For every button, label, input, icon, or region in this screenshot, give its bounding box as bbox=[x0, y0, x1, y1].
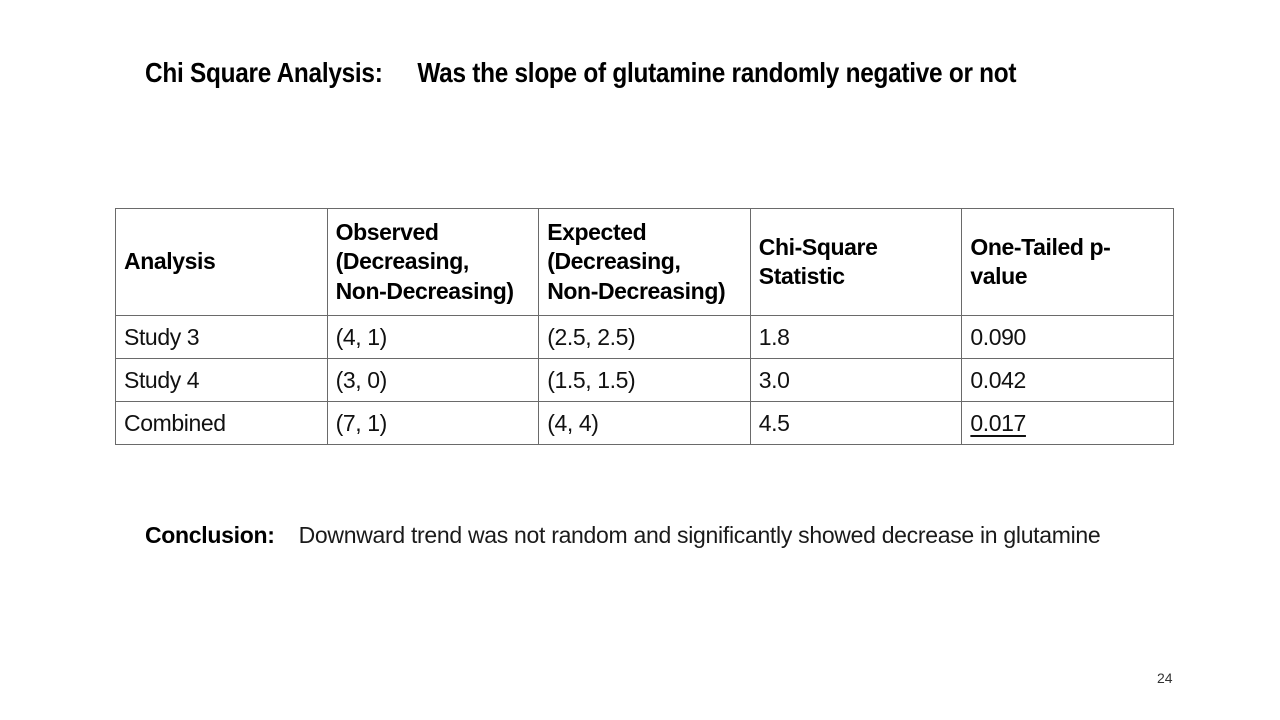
table-row-study-4: Study 4 (3, 0) (1.5, 1.5) 3.0 0.042 bbox=[115, 358, 1174, 402]
column-header-observed: Observed (Decreasing, Non-Decreasing) bbox=[326, 208, 540, 316]
table-row-combined: Combined (7, 1) (4, 4) 4.5 0.017 bbox=[115, 401, 1174, 445]
cell-analysis: Study 4 bbox=[115, 358, 328, 402]
conclusion-prefix: Conclusion: bbox=[145, 522, 275, 548]
cell-p-value: 0.042 bbox=[961, 358, 1174, 402]
column-header-analysis: Analysis bbox=[115, 208, 328, 316]
cell-expected: (1.5, 1.5) bbox=[538, 358, 751, 402]
slide-title-text: Was the slope of glutamine randomly nega… bbox=[417, 57, 1017, 88]
page-number: 24 bbox=[1157, 670, 1173, 686]
cell-p-value-significant: 0.017 bbox=[961, 401, 1174, 445]
cell-expected: (4, 4) bbox=[538, 401, 751, 445]
table-row-study-3: Study 3 (4, 1) (2.5, 2.5) 1.8 0.090 bbox=[115, 315, 1174, 359]
cell-chi-square: 1.8 bbox=[749, 315, 963, 359]
table-header-row: Analysis Observed (Decreasing, Non-Decre… bbox=[115, 208, 1174, 316]
cell-observed: (7, 1) bbox=[326, 401, 540, 445]
cell-analysis: Study 3 bbox=[115, 315, 328, 359]
cell-expected: (2.5, 2.5) bbox=[538, 315, 751, 359]
cell-p-value: 0.090 bbox=[961, 315, 1174, 359]
column-header-p-value: One-Tailed p- value bbox=[961, 208, 1174, 316]
cell-analysis: Combined bbox=[115, 401, 328, 445]
cell-chi-square: 4.5 bbox=[749, 401, 963, 445]
cell-chi-square: 3.0 bbox=[749, 358, 963, 402]
cell-observed: (3, 0) bbox=[326, 358, 540, 402]
slide-title-prefix: Chi Square Analysis: bbox=[145, 57, 383, 88]
conclusion: Conclusion: Downward trend was not random… bbox=[145, 522, 1101, 549]
column-header-expected: Expected (Decreasing, Non-Decreasing) bbox=[538, 208, 751, 316]
cell-observed: (4, 1) bbox=[326, 315, 540, 359]
chi-square-table: Analysis Observed (Decreasing, Non-Decre… bbox=[115, 208, 1174, 445]
conclusion-text: Downward trend was not random and signif… bbox=[298, 522, 1101, 548]
slide-title: Chi Square Analysis: Was the slope of glu… bbox=[145, 57, 1017, 89]
column-header-chi-square: Chi-Square Statistic bbox=[749, 208, 963, 316]
